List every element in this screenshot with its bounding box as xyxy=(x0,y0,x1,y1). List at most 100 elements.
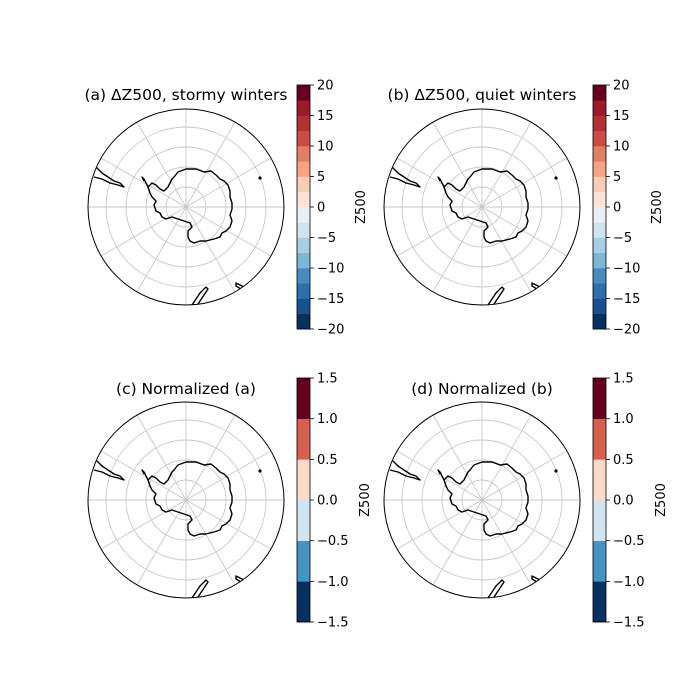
meridian-gridline xyxy=(100,499,187,550)
meridian-gridline xyxy=(481,499,568,550)
meridian-gridline xyxy=(481,414,532,501)
meridian-gridline xyxy=(396,499,483,550)
colorbar: 1.5 1.0 0.5 0.0 −0.5 −1.0 −1.5 Z500 xyxy=(592,372,669,631)
colorbar-tick-label: 0.5 xyxy=(613,453,634,468)
coastline xyxy=(191,286,209,305)
coastline xyxy=(147,461,233,537)
colorbar-tick-label: 10 xyxy=(613,140,630,155)
map-panel: (b) ΔZ500, quiet winters 20 15 10 5 0 −5 −10 −15… xyxy=(383,79,665,338)
colorbar: 20 15 10 5 0 −5 −10 −15 −20 Z500 xyxy=(296,79,369,338)
meridian-gridline xyxy=(396,450,483,501)
coastline xyxy=(531,575,541,583)
coastline xyxy=(386,453,421,481)
colorbar-tick-label: 20 xyxy=(613,79,630,94)
colorbar-tick-label: −1.5 xyxy=(317,616,349,631)
map-boundary xyxy=(87,401,285,599)
coastline xyxy=(235,282,245,290)
panel-title: (c) Normalized (a) xyxy=(116,380,256,398)
coastline xyxy=(141,176,149,188)
colorbar-segment xyxy=(593,130,606,147)
colorbar-tick-label: −10 xyxy=(613,262,640,277)
colorbar-segment xyxy=(297,146,310,162)
colorbar-label: Z500 xyxy=(654,483,669,517)
island-dot xyxy=(554,176,558,180)
coastline xyxy=(90,453,125,481)
colorbar-segment xyxy=(593,100,606,116)
colorbar-tick-label: 0 xyxy=(613,201,621,216)
colorbar-tick-label: −0.5 xyxy=(613,534,645,549)
colorbar-segment xyxy=(297,222,310,238)
map-boundary xyxy=(87,108,285,306)
colorbar-segment xyxy=(297,500,310,541)
colorbar-segment xyxy=(297,378,310,419)
meridian-gridline xyxy=(396,157,483,208)
colorbar-label: Z500 xyxy=(358,483,373,517)
colorbar-segment xyxy=(593,298,606,315)
meridian-gridline xyxy=(481,206,568,257)
meridian-gridline xyxy=(185,157,272,208)
colorbar-segment xyxy=(593,176,606,193)
colorbar-segment xyxy=(297,298,310,315)
colorbar-tick-label: −15 xyxy=(317,292,344,307)
meridian-gridline xyxy=(136,414,187,501)
map-panel: (a) ΔZ500, stormy winters 20 15 10 5 0 −5 −10 −1… xyxy=(85,79,369,338)
meridian-gridline xyxy=(432,414,483,501)
colorbar-tick-label: −1.5 xyxy=(613,616,645,631)
colorbar-segment xyxy=(593,222,606,238)
meridian-gridline xyxy=(185,206,272,257)
colorbar-tick-label: −20 xyxy=(613,323,640,338)
meridian-gridline xyxy=(481,499,532,586)
colorbar-label: Z500 xyxy=(650,190,665,224)
colorbar-tick-label: 0.5 xyxy=(317,453,338,468)
colorbar-tick-label: −5 xyxy=(613,231,632,246)
colorbar-label: Z500 xyxy=(354,190,369,224)
colorbar-segment xyxy=(593,252,606,269)
colorbar-segment xyxy=(593,237,606,254)
coastline xyxy=(191,579,209,598)
colorbar-segment xyxy=(297,85,310,101)
colorbar-tick-label: 0.0 xyxy=(317,494,338,509)
meridian-gridline xyxy=(100,206,187,257)
coastline xyxy=(141,469,149,481)
colorbar-tick-label: 10 xyxy=(317,140,334,155)
colorbar-segment xyxy=(297,161,310,177)
colorbar-tick-label: −0.5 xyxy=(317,534,349,549)
colorbar-segment xyxy=(593,268,606,284)
colorbar-segment xyxy=(593,207,606,223)
colorbar-segment xyxy=(297,268,310,284)
colorbar-segment xyxy=(593,146,606,162)
colorbar-tick-label: −10 xyxy=(317,262,344,277)
meridian-gridline xyxy=(481,450,568,501)
colorbar-segment xyxy=(593,459,606,501)
meridian-gridline xyxy=(136,121,187,208)
meridian-gridline xyxy=(432,206,483,293)
colorbar-tick-label: 15 xyxy=(613,109,630,124)
colorbar-segment xyxy=(297,207,310,223)
meridian-gridline xyxy=(136,206,187,293)
map-boundary xyxy=(383,108,581,306)
panel-title: (a) ΔZ500, stormy winters xyxy=(85,86,288,104)
coastline xyxy=(90,160,125,188)
meridian-gridline xyxy=(185,414,236,501)
colorbar-segment xyxy=(297,115,310,132)
colorbar-tick-label: 1.5 xyxy=(317,372,338,387)
colorbar-segment xyxy=(297,313,310,330)
map-content xyxy=(88,109,284,305)
map-content xyxy=(384,109,580,305)
colorbar-segment xyxy=(297,130,310,147)
meridian-gridline xyxy=(481,206,532,293)
meridian-gridline xyxy=(432,499,483,586)
colorbar-tick-label: 1.0 xyxy=(317,412,338,427)
colorbar-segment xyxy=(593,378,606,419)
coastline xyxy=(437,469,445,481)
island-dot xyxy=(554,469,558,473)
colorbar-segment xyxy=(297,418,310,460)
coastline xyxy=(147,168,233,244)
map-panel: (c) Normalized (a) 1.5 1.0 0.5 0.0 −0.5 −1.0 −1… xyxy=(87,372,373,631)
meridian-gridline xyxy=(481,121,532,208)
colorbar-tick-label: 1.0 xyxy=(613,412,634,427)
coastline xyxy=(437,176,445,188)
coastline xyxy=(531,282,541,290)
colorbar-tick-label: −5 xyxy=(317,231,336,246)
